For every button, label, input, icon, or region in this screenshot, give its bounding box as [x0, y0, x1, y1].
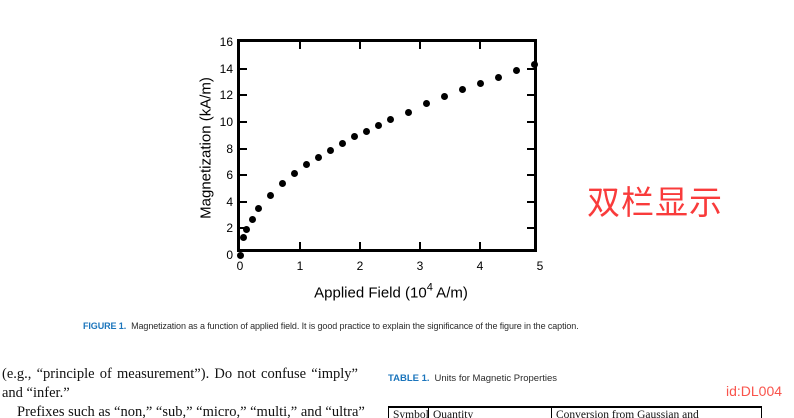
- tick-mark: [527, 120, 534, 123]
- tick-mark: [240, 94, 247, 97]
- x-tick-label: 4: [476, 259, 484, 273]
- data-point: [458, 86, 466, 94]
- y-tick-label: 12: [219, 88, 233, 103]
- x-tick-label: 3: [416, 259, 424, 273]
- plot-area: [236, 39, 538, 259]
- table-header-row: Symbol Quantity Conversion from Gaussian…: [388, 406, 762, 418]
- tick-mark: [527, 94, 534, 97]
- tick-mark: [299, 42, 301, 49]
- y-tick-label: 16: [219, 35, 233, 49]
- data-point: [350, 133, 358, 141]
- data-point: [278, 179, 286, 187]
- x-axis-label: Applied Field (104 A/m): [314, 281, 468, 302]
- overlay-annotation: 双栏显示: [587, 184, 723, 221]
- id-annotation: id:DL004: [726, 383, 783, 399]
- x-axis-label-pre: Applied Field (10: [314, 284, 427, 302]
- table-caption-label: TABLE 1.: [388, 373, 430, 384]
- figure-caption-label: FIGURE 1.: [83, 321, 127, 331]
- tick-mark: [419, 42, 421, 49]
- data-point: [374, 122, 382, 130]
- tick-mark: [527, 67, 534, 70]
- data-point: [254, 204, 262, 212]
- data-point: [326, 146, 334, 154]
- figure-caption-text: Magnetization as a function of applied f…: [131, 321, 579, 331]
- data-point: [242, 225, 250, 233]
- figure-caption: FIGURE 1. Magnetization as a function of …: [83, 321, 743, 331]
- text-line: Prefixes such as “non,” “sub,” “micro,” …: [17, 404, 365, 418]
- text-line: and “infer.”: [2, 385, 70, 401]
- tick-mark: [240, 174, 247, 177]
- data-point: [248, 215, 256, 223]
- text-line: (e.g., “principle of measurement”). Do n…: [2, 366, 358, 382]
- y-tick-label: 6: [226, 168, 233, 183]
- data-point: [266, 191, 274, 199]
- tick-mark: [527, 174, 534, 177]
- tick-mark: [479, 42, 481, 49]
- tick-mark: [299, 242, 301, 249]
- x-tick-label: 5: [536, 259, 544, 273]
- data-point: [476, 80, 484, 88]
- tick-mark: [240, 200, 247, 203]
- data-point: [362, 127, 370, 135]
- data-point: [512, 67, 520, 75]
- data-point: [440, 93, 448, 101]
- y-tick-label: 2: [226, 221, 233, 236]
- tick-mark: [359, 42, 361, 49]
- data-point: [302, 160, 310, 168]
- y-tick-label: 8: [226, 141, 233, 156]
- data-point: [239, 233, 247, 241]
- x-tick-label: 0: [236, 259, 244, 273]
- data-point: [314, 154, 322, 162]
- tick-mark: [240, 120, 247, 123]
- table-header-cell: Symbol: [388, 408, 428, 418]
- tick-mark: [527, 227, 534, 230]
- y-tick-label: 4: [226, 194, 233, 209]
- data-point: [386, 115, 394, 123]
- x-tick-label: 2: [356, 259, 364, 273]
- data-point: [290, 170, 298, 178]
- tick-mark: [359, 242, 361, 249]
- table-header-cell: Quantity: [428, 408, 551, 418]
- x-axis-label-sup: 4: [426, 281, 433, 294]
- tick-mark: [240, 147, 247, 150]
- data-point: [422, 99, 430, 107]
- data-point: [530, 61, 538, 69]
- y-tick-label: 0: [226, 248, 233, 262]
- x-axis-label-post: A/m): [432, 284, 468, 302]
- table-caption: TABLE 1. Units for Magnetic Properties: [388, 373, 557, 384]
- table-header-cell: Conversion from Gaussian and: [551, 408, 761, 418]
- tick-mark: [527, 147, 534, 150]
- tick-mark: [527, 200, 534, 203]
- data-point: [494, 74, 502, 82]
- table-caption-text: Units for Magnetic Properties: [434, 373, 558, 384]
- left-column-text: (e.g., “principle of measurement”). Do n…: [2, 365, 365, 418]
- data-point: [404, 109, 412, 117]
- y-tick-label: 10: [219, 114, 233, 129]
- data-point: [338, 139, 346, 147]
- data-point: [236, 251, 244, 259]
- tick-mark: [240, 67, 247, 70]
- x-tick-label: 1: [296, 259, 304, 273]
- tick-mark: [419, 242, 421, 249]
- tick-mark: [479, 242, 481, 249]
- y-tick-label: 14: [219, 61, 233, 76]
